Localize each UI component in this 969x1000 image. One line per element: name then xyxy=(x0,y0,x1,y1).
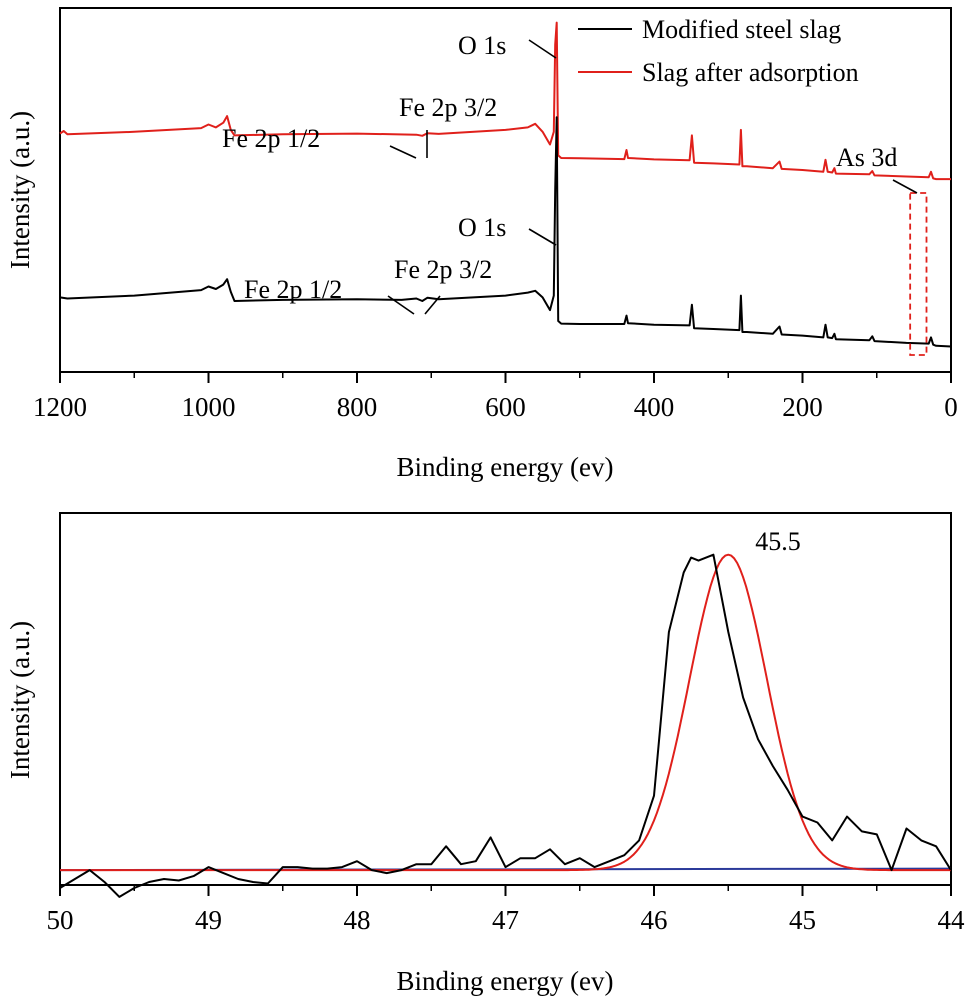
as3d-spectrum-panel: 50 49 48 47 46 45 44 45.5 Binding energy (ev) … xyxy=(5,512,966,996)
as3d-data-line xyxy=(59,553,952,898)
fe2p12-red-label: Fe 2p 1/2 xyxy=(222,124,320,153)
fe2p32-black-leader-line xyxy=(424,295,441,315)
x-tick-label: 1200 xyxy=(33,392,87,422)
bottom-series-group xyxy=(59,553,952,898)
series-line-modified-steel-slag xyxy=(59,116,952,348)
fe2p32-red-label: Fe 2p 3/2 xyxy=(399,93,497,122)
o1s-black-label: O 1s xyxy=(458,213,506,242)
top-x-axis-title: Binding energy (ev) xyxy=(397,452,614,482)
fit-peak-line xyxy=(60,553,951,872)
x-tick-label: 200 xyxy=(782,392,823,422)
legend: Modified steel slag Slag after adsorptio… xyxy=(578,15,859,87)
series-line-slag-after-adsorption xyxy=(59,21,951,181)
as3d-leader-line xyxy=(892,179,918,194)
x-tick-label: 45 xyxy=(789,905,816,935)
fe2p12-black-leader-line xyxy=(387,295,415,315)
top-x-ticks: 1200 1000 800 600 400 200 0 xyxy=(33,372,958,422)
bottom-y-axis-title: Intensity (a.u.) xyxy=(5,621,35,779)
peak-position-label: 45.5 xyxy=(755,527,801,556)
legend-label-adsorption: Slag after adsorption xyxy=(642,58,859,87)
x-tick-label: 49 xyxy=(195,905,222,935)
o1s-red-leader-line xyxy=(528,39,557,59)
x-tick-label: 800 xyxy=(337,392,378,422)
bottom-x-axis-title: Binding energy (ev) xyxy=(397,966,614,996)
legend-label-modified: Modified steel slag xyxy=(642,15,841,44)
o1s-red-label: O 1s xyxy=(458,31,506,60)
survey-spectrum-panel: 1200 1000 800 600 400 200 0 O 1s Fe 2p 1/2 Fe … xyxy=(5,7,958,482)
bottom-plot-frame xyxy=(59,512,952,886)
x-tick-label: 1000 xyxy=(182,392,236,422)
x-tick-label: 600 xyxy=(485,392,526,422)
x-tick-label: 50 xyxy=(47,905,74,935)
x-tick-label: 47 xyxy=(492,905,519,935)
fe2p12-black-label: Fe 2p 1/2 xyxy=(244,275,342,304)
x-tick-label: 0 xyxy=(944,392,958,422)
top-series-group xyxy=(59,21,952,348)
as3d-highlight-box xyxy=(909,192,928,356)
bottom-x-ticks: 50 49 48 47 46 45 44 xyxy=(47,885,966,935)
x-tick-label: 46 xyxy=(641,905,668,935)
x-tick-label: 44 xyxy=(938,905,966,935)
x-tick-label: 400 xyxy=(634,392,675,422)
as3d-label: As 3d xyxy=(836,143,897,172)
fe2p32-black-label: Fe 2p 3/2 xyxy=(394,255,492,284)
x-tick-label: 48 xyxy=(344,905,371,935)
fe2p12-red-leader-line xyxy=(389,145,417,159)
o1s-black-leader-line xyxy=(528,228,557,246)
top-y-axis-title: Intensity (a.u.) xyxy=(5,111,35,269)
